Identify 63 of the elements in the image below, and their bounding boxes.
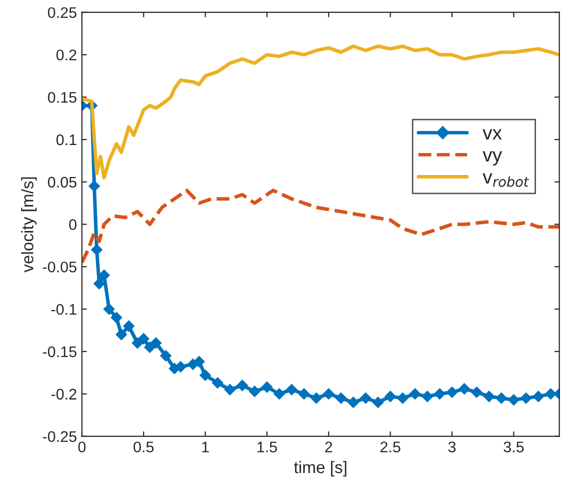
point <box>90 244 103 256</box>
x-tick-label: 0 <box>78 442 86 452</box>
y-tick-label: -0.15 <box>42 346 76 358</box>
x-axis-title: time [s] <box>294 460 346 476</box>
x-tick-label: 1 <box>202 442 209 452</box>
point <box>372 396 384 408</box>
y-tick-label: -0.25 <box>42 431 76 442</box>
point <box>421 390 434 402</box>
y-tick-label: 0 <box>69 219 76 230</box>
point <box>103 303 115 316</box>
point <box>508 394 520 406</box>
point <box>122 320 135 332</box>
point <box>298 388 310 400</box>
point <box>236 380 248 392</box>
y-tick-label: -0.05 <box>42 262 76 272</box>
y-tick-label: -0.2 <box>51 388 76 400</box>
point <box>150 337 162 349</box>
legend-label: vy <box>482 151 502 166</box>
point <box>138 332 150 345</box>
point <box>458 382 470 395</box>
y-tick-label: -0.1 <box>51 304 76 315</box>
y-tick-label: 0.2 <box>56 50 76 60</box>
point <box>88 180 100 192</box>
y-tick-label: 0.05 <box>48 176 76 188</box>
point <box>335 392 347 404</box>
point <box>495 392 508 404</box>
point <box>224 384 236 396</box>
point <box>396 392 409 404</box>
y-tick-label: 0.1 <box>56 134 76 146</box>
point <box>273 388 286 400</box>
y-tick-label: 0.25 <box>48 7 76 18</box>
point <box>532 390 544 402</box>
point <box>347 396 360 408</box>
point <box>248 385 261 398</box>
x-tick-label: 2 <box>325 442 332 452</box>
point <box>470 386 483 398</box>
point <box>160 350 172 362</box>
point <box>116 328 128 340</box>
x-tick-label: 2.5 <box>380 442 400 452</box>
legend-label: v$_{robot}$ <box>482 173 530 187</box>
x-tick-label: 3 <box>448 442 456 452</box>
point <box>322 388 335 400</box>
legend-label: vx <box>482 129 502 140</box>
point <box>286 384 298 396</box>
x-tick-label: 1.5 <box>258 442 277 452</box>
point <box>483 390 495 402</box>
point <box>261 381 273 394</box>
line-series <box>82 188 560 264</box>
point <box>360 392 372 404</box>
point <box>199 369 212 382</box>
point <box>212 376 224 389</box>
y-axis-title: velocity [m/s] <box>21 177 37 272</box>
y-tick-label: 0.15 <box>48 92 76 103</box>
point <box>434 388 446 400</box>
point <box>409 388 421 400</box>
point <box>520 392 532 404</box>
point <box>310 392 322 404</box>
point <box>193 356 206 368</box>
point <box>384 390 396 402</box>
x-tick-label: 0.5 <box>134 442 154 452</box>
x-tick-label: 3.5 <box>504 442 524 452</box>
point <box>446 386 458 398</box>
point <box>110 312 122 324</box>
